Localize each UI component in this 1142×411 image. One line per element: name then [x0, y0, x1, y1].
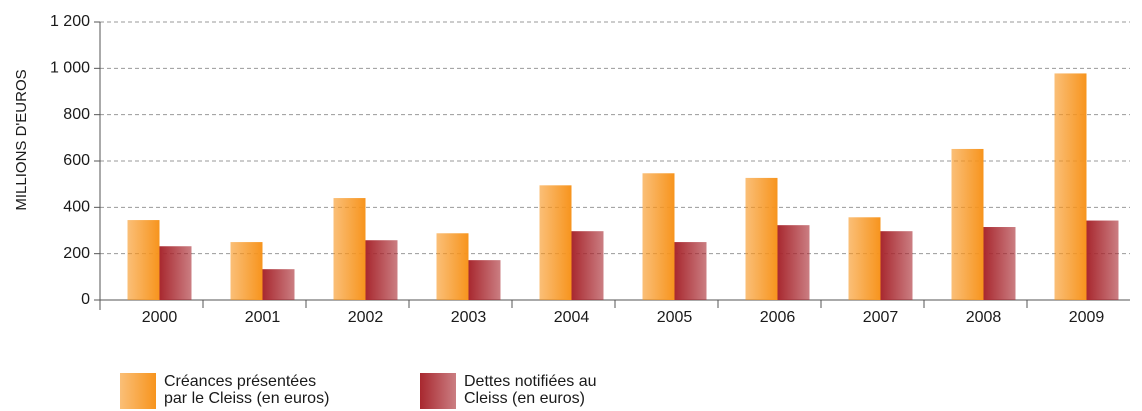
bar — [983, 227, 1016, 300]
bar — [127, 220, 160, 300]
x-tick-label: 2002 — [348, 309, 384, 326]
bar — [642, 173, 675, 300]
y-tick-label: 1 000 — [50, 60, 90, 77]
bar — [230, 242, 263, 300]
y-tick-label: 1 200 — [50, 13, 90, 30]
legend-swatch — [120, 373, 156, 409]
y-tick-label: 200 — [63, 245, 90, 262]
bar — [674, 242, 707, 300]
bar — [745, 177, 778, 300]
bar — [571, 231, 604, 300]
bar — [951, 148, 984, 300]
legend-label: Créances présentées par le Cleiss (en eu… — [164, 373, 330, 407]
bar — [262, 269, 295, 300]
bar — [436, 233, 469, 300]
x-tick-label: 2004 — [554, 309, 590, 326]
bar — [1086, 220, 1119, 300]
bar — [777, 225, 810, 300]
bar — [880, 231, 913, 300]
y-tick-label: 600 — [63, 152, 90, 169]
x-tick-label: 2006 — [760, 309, 796, 326]
bar — [468, 260, 501, 300]
y-tick-label: 0 — [81, 291, 90, 308]
bar — [159, 246, 192, 300]
legend-label: Dettes notifiées au Cleiss (en euros) — [464, 373, 597, 407]
x-tick-label: 2001 — [245, 309, 281, 326]
y-axis-label: MILLIONS D'EUROS — [13, 69, 30, 210]
bar — [1054, 73, 1087, 301]
bar — [539, 185, 572, 300]
bar — [848, 217, 881, 300]
x-tick-label: 2003 — [451, 309, 487, 326]
y-tick-label: 800 — [63, 106, 90, 123]
x-tick-label: 2000 — [142, 309, 178, 326]
y-tick-label: 400 — [63, 199, 90, 216]
x-tick-label: 2009 — [1069, 309, 1105, 326]
x-tick-label: 2005 — [657, 309, 693, 326]
x-tick-label: 2007 — [863, 309, 899, 326]
bar — [333, 198, 366, 300]
legend-swatch — [420, 373, 456, 409]
bar — [365, 240, 398, 300]
x-tick-label: 2008 — [966, 309, 1002, 326]
